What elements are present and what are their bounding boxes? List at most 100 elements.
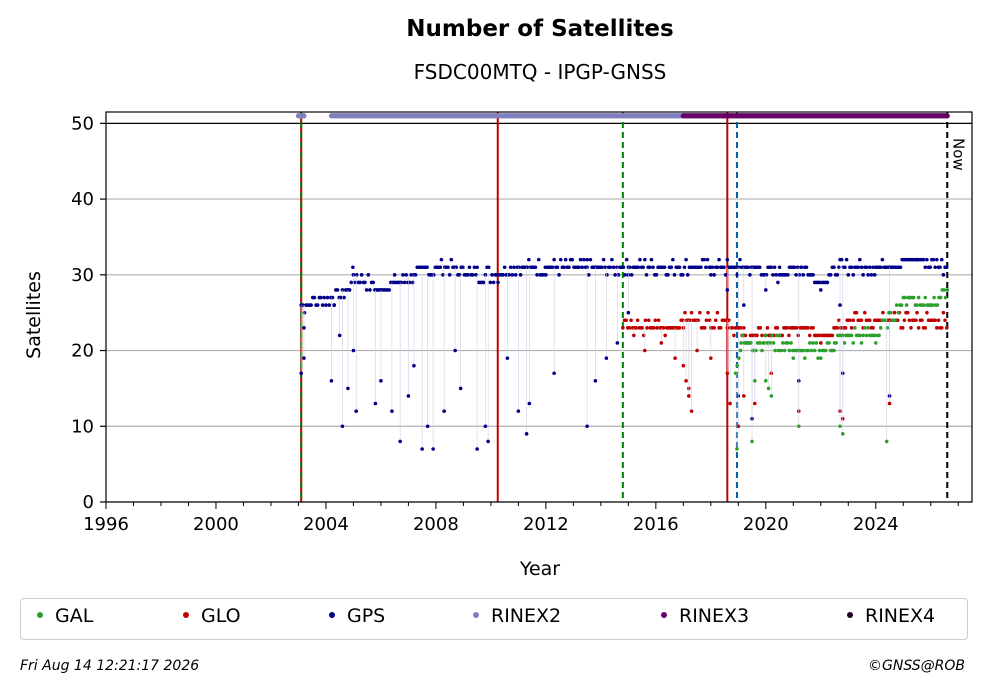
data-point	[527, 257, 531, 262]
data-point	[733, 371, 738, 376]
chart-subtitle: FSDC00MTQ - IPGP-GNSS	[413, 60, 667, 84]
x-tick-label: 2016	[633, 514, 679, 535]
data-point	[769, 394, 774, 398]
data-point	[884, 439, 889, 444]
data-point	[585, 424, 589, 429]
data-point	[324, 303, 328, 307]
data-point	[828, 273, 833, 277]
data-point	[447, 273, 452, 277]
data-point	[439, 257, 444, 262]
data-point	[735, 363, 740, 368]
now-label: Now	[949, 138, 967, 171]
y-tick-label: 40	[71, 189, 94, 210]
legend-item-glo: GLO	[183, 605, 241, 627]
data-point	[933, 318, 937, 323]
data-point	[755, 333, 759, 338]
data-point	[935, 326, 939, 330]
y-tick-label: 50	[71, 113, 94, 134]
data-point	[695, 348, 699, 353]
legend-label: GPS	[347, 605, 386, 627]
data-point	[684, 379, 688, 383]
data-point	[914, 318, 918, 323]
x-tick-label: 2000	[193, 514, 239, 535]
data-point	[501, 273, 505, 277]
data-point	[699, 265, 703, 270]
data-point	[510, 273, 515, 277]
data-point	[329, 379, 334, 383]
data-point	[302, 310, 307, 315]
data-point	[677, 265, 682, 270]
data-point	[683, 310, 687, 315]
legend-label: GLO	[201, 605, 241, 627]
data-point	[801, 273, 805, 277]
x-tick-label: 2024	[853, 514, 899, 535]
data-point	[787, 333, 791, 338]
data-point	[930, 303, 935, 307]
data-point	[794, 326, 799, 330]
data-point	[627, 326, 632, 330]
data-point	[785, 326, 790, 330]
data-point	[933, 265, 937, 270]
data-point	[517, 265, 521, 270]
data-point	[787, 348, 792, 353]
legend-item-rinex2: RINEX2	[473, 605, 561, 627]
data-point	[401, 273, 405, 277]
data-point	[799, 265, 804, 270]
data-point	[525, 265, 529, 270]
data-point	[809, 348, 814, 353]
data-point	[672, 273, 677, 277]
data-point	[562, 265, 566, 270]
data-point	[742, 394, 746, 398]
data-point	[867, 265, 872, 270]
data-point	[923, 265, 928, 270]
series-gal	[733, 288, 950, 451]
data-point	[718, 326, 723, 330]
data-point	[340, 424, 345, 429]
data-point	[659, 341, 664, 345]
data-point	[945, 288, 950, 292]
data-point	[764, 273, 769, 277]
data-point	[737, 356, 741, 360]
data-point	[915, 303, 919, 307]
data-point	[885, 326, 890, 330]
data-point	[818, 356, 823, 360]
data-point	[835, 326, 840, 330]
data-point	[552, 257, 556, 262]
data-point	[512, 265, 516, 270]
data-point	[898, 265, 903, 270]
data-point	[806, 348, 810, 353]
data-point	[939, 257, 944, 262]
y-tick-label: 30	[71, 265, 94, 286]
data-point	[717, 257, 721, 262]
data-point	[624, 318, 628, 323]
data-point	[938, 295, 943, 300]
legend-label: RINEX4	[865, 605, 936, 627]
data-point	[641, 265, 645, 270]
data-point	[666, 273, 670, 277]
data-point	[413, 273, 418, 277]
data-point	[923, 295, 928, 300]
series-glo	[621, 310, 949, 429]
data-point	[792, 265, 797, 270]
data-point	[902, 318, 907, 323]
data-point	[900, 326, 905, 330]
data-point	[364, 288, 369, 292]
data-point	[736, 424, 741, 429]
data-point	[920, 318, 924, 323]
data-point	[939, 326, 944, 330]
data-point	[655, 326, 659, 330]
data-point	[527, 401, 532, 406]
data-point	[859, 265, 864, 270]
data-point	[588, 257, 593, 262]
data-point	[943, 318, 947, 323]
data-point	[470, 273, 475, 277]
chart-title: Number of Satellites	[406, 16, 674, 42]
data-point	[806, 326, 810, 330]
data-point	[601, 257, 606, 262]
legend-marker	[847, 611, 853, 618]
data-point	[649, 257, 654, 262]
data-point	[909, 326, 913, 330]
data-point	[858, 333, 862, 338]
series-gps	[299, 257, 949, 451]
data-point	[832, 265, 836, 270]
